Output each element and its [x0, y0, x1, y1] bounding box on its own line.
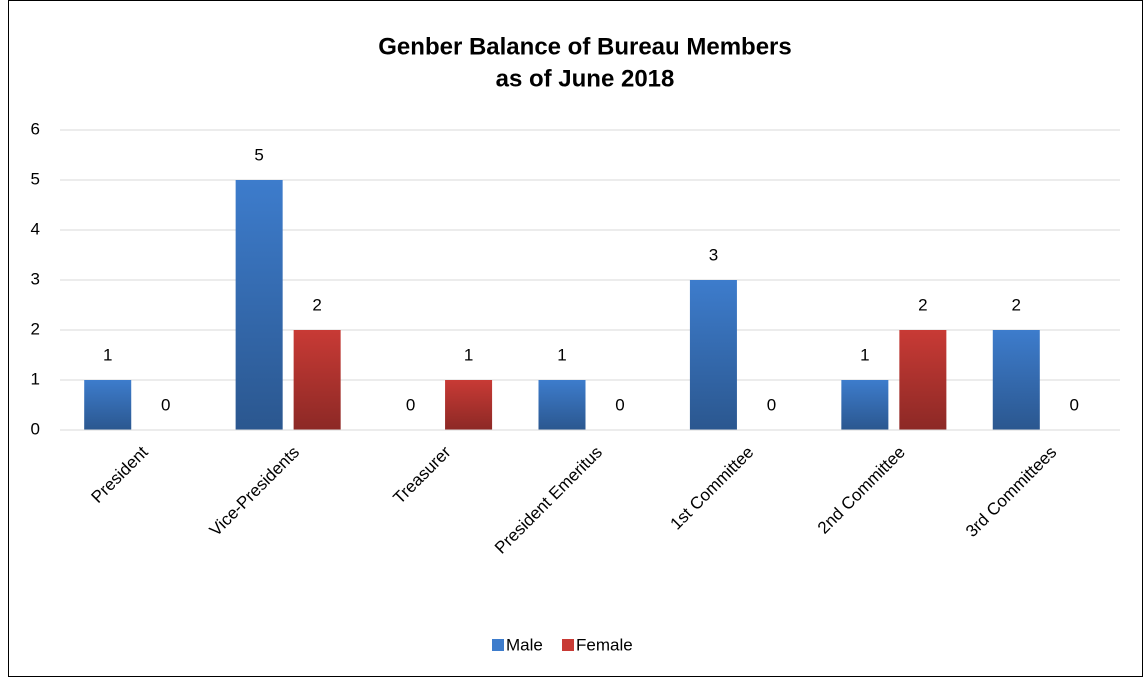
bar-shade [841, 380, 889, 430]
y-tick-label: 6 [31, 119, 40, 138]
bar [293, 330, 341, 430]
bar-shade [689, 280, 737, 430]
bar [689, 280, 737, 430]
y-tick-label: 3 [31, 269, 40, 288]
bar-shade [235, 180, 283, 430]
data-label: 3 [709, 245, 718, 264]
bar [992, 330, 1040, 430]
bar-shade [445, 380, 493, 430]
chart-frame [8, 0, 1143, 677]
bar [899, 330, 947, 430]
data-label: 0 [615, 395, 624, 414]
y-tick-label: 4 [31, 219, 40, 238]
legend-swatch [562, 639, 574, 651]
y-tick-label: 0 [31, 419, 40, 438]
y-tick-label: 1 [31, 369, 40, 388]
data-label: 0 [161, 395, 170, 414]
y-tick-label: 5 [31, 169, 40, 188]
chart-title: as of June 2018 [496, 65, 675, 92]
chart-title: Genber Balance of Bureau Members [378, 33, 791, 60]
bar-shade [899, 330, 947, 430]
bar-shade [538, 380, 586, 430]
bar-shade [84, 380, 132, 430]
data-label: 1 [557, 345, 566, 364]
data-label: 2 [918, 295, 927, 314]
legend-label: Male [506, 635, 543, 654]
data-label: 1 [103, 345, 112, 364]
data-label: 1 [860, 345, 869, 364]
bar [538, 380, 586, 430]
data-label: 0 [767, 395, 776, 414]
bar [84, 380, 132, 430]
legend-swatch [492, 639, 504, 651]
data-label: 0 [406, 395, 415, 414]
bar-shade [992, 330, 1040, 430]
y-tick-label: 2 [31, 319, 40, 338]
bar [841, 380, 889, 430]
data-label: 2 [1012, 295, 1021, 314]
legend-label: Female [576, 635, 633, 654]
bar-shade [293, 330, 341, 430]
bar [445, 380, 493, 430]
data-label: 2 [312, 295, 321, 314]
data-label: 5 [254, 145, 263, 164]
data-label: 0 [1070, 395, 1079, 414]
bar [235, 180, 283, 430]
data-label: 1 [464, 345, 473, 364]
